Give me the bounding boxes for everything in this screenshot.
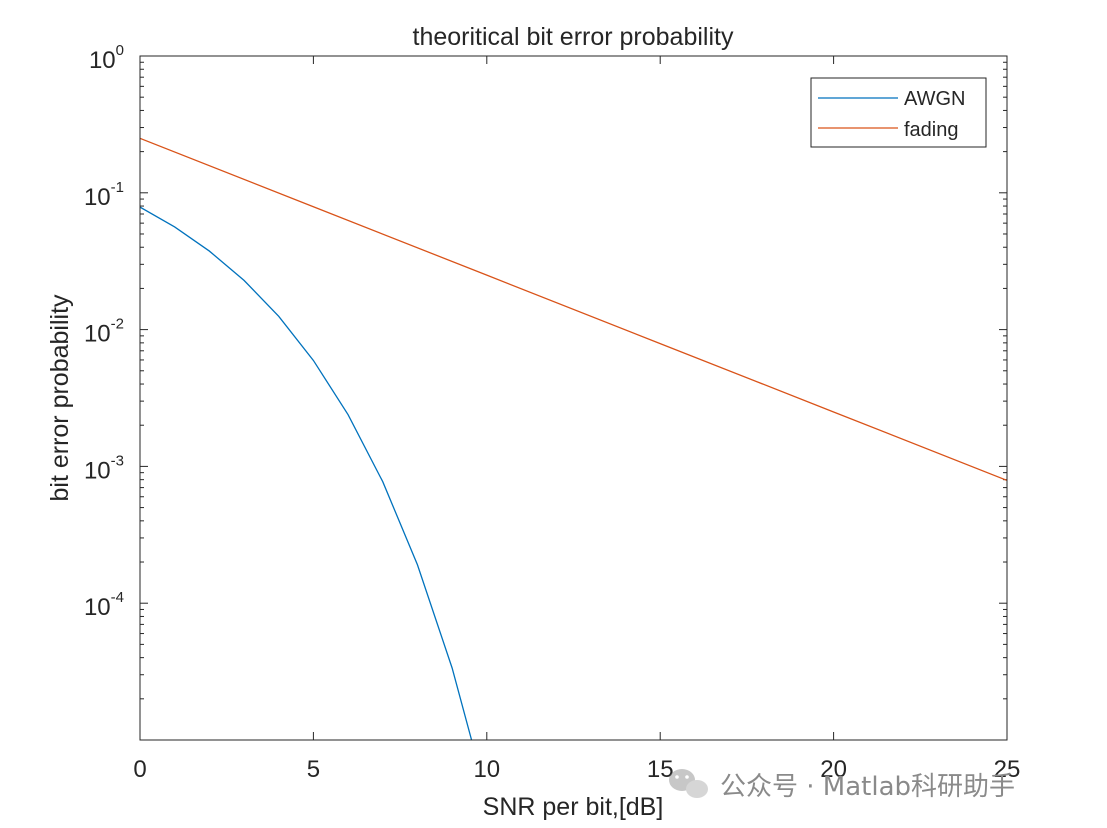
x-tick-label: 5 — [307, 756, 320, 783]
series-line-fading — [140, 137, 1007, 482]
x-tick-label: 10 — [473, 756, 500, 783]
series-layer — [140, 137, 1007, 740]
watermark-text: 公众号 · Matlab科研助手 — [720, 772, 1015, 802]
x-tick-label: 20 — [820, 756, 847, 783]
legend-box — [810, 77, 987, 148]
wechat-icon — [669, 769, 708, 798]
legend: AWGN fading — [810, 77, 987, 148]
legend-label-fading: fading — [904, 119, 959, 141]
series-line-awgn — [140, 206, 473, 740]
y-tick-label: 10-2 — [84, 316, 124, 348]
plot-area — [140, 56, 1007, 740]
x-tick-label: 25 — [994, 756, 1021, 783]
y-tick-label: 10-3 — [84, 452, 124, 484]
chart-title: theoritical bit error probability — [413, 23, 734, 51]
watermark: 公众号 · Matlab科研助手 — [669, 769, 1015, 802]
x-tick-label: 0 — [133, 756, 146, 783]
x-tick-label: 15 — [647, 756, 674, 783]
legend-label-awgn: AWGN — [904, 88, 965, 110]
y-axis-ticks: 100 10-1 10-2 10-3 10-4 — [84, 42, 1007, 700]
y-tick-label: 10-4 — [84, 589, 124, 621]
y-axis-label: bit error probability — [46, 294, 74, 502]
y-tick-label: 10-1 — [84, 179, 124, 211]
x-axis-label: SNR per bit,[dB] — [483, 793, 664, 821]
axes-box — [139, 55, 1008, 741]
y-tick-label: 100 — [89, 42, 124, 74]
